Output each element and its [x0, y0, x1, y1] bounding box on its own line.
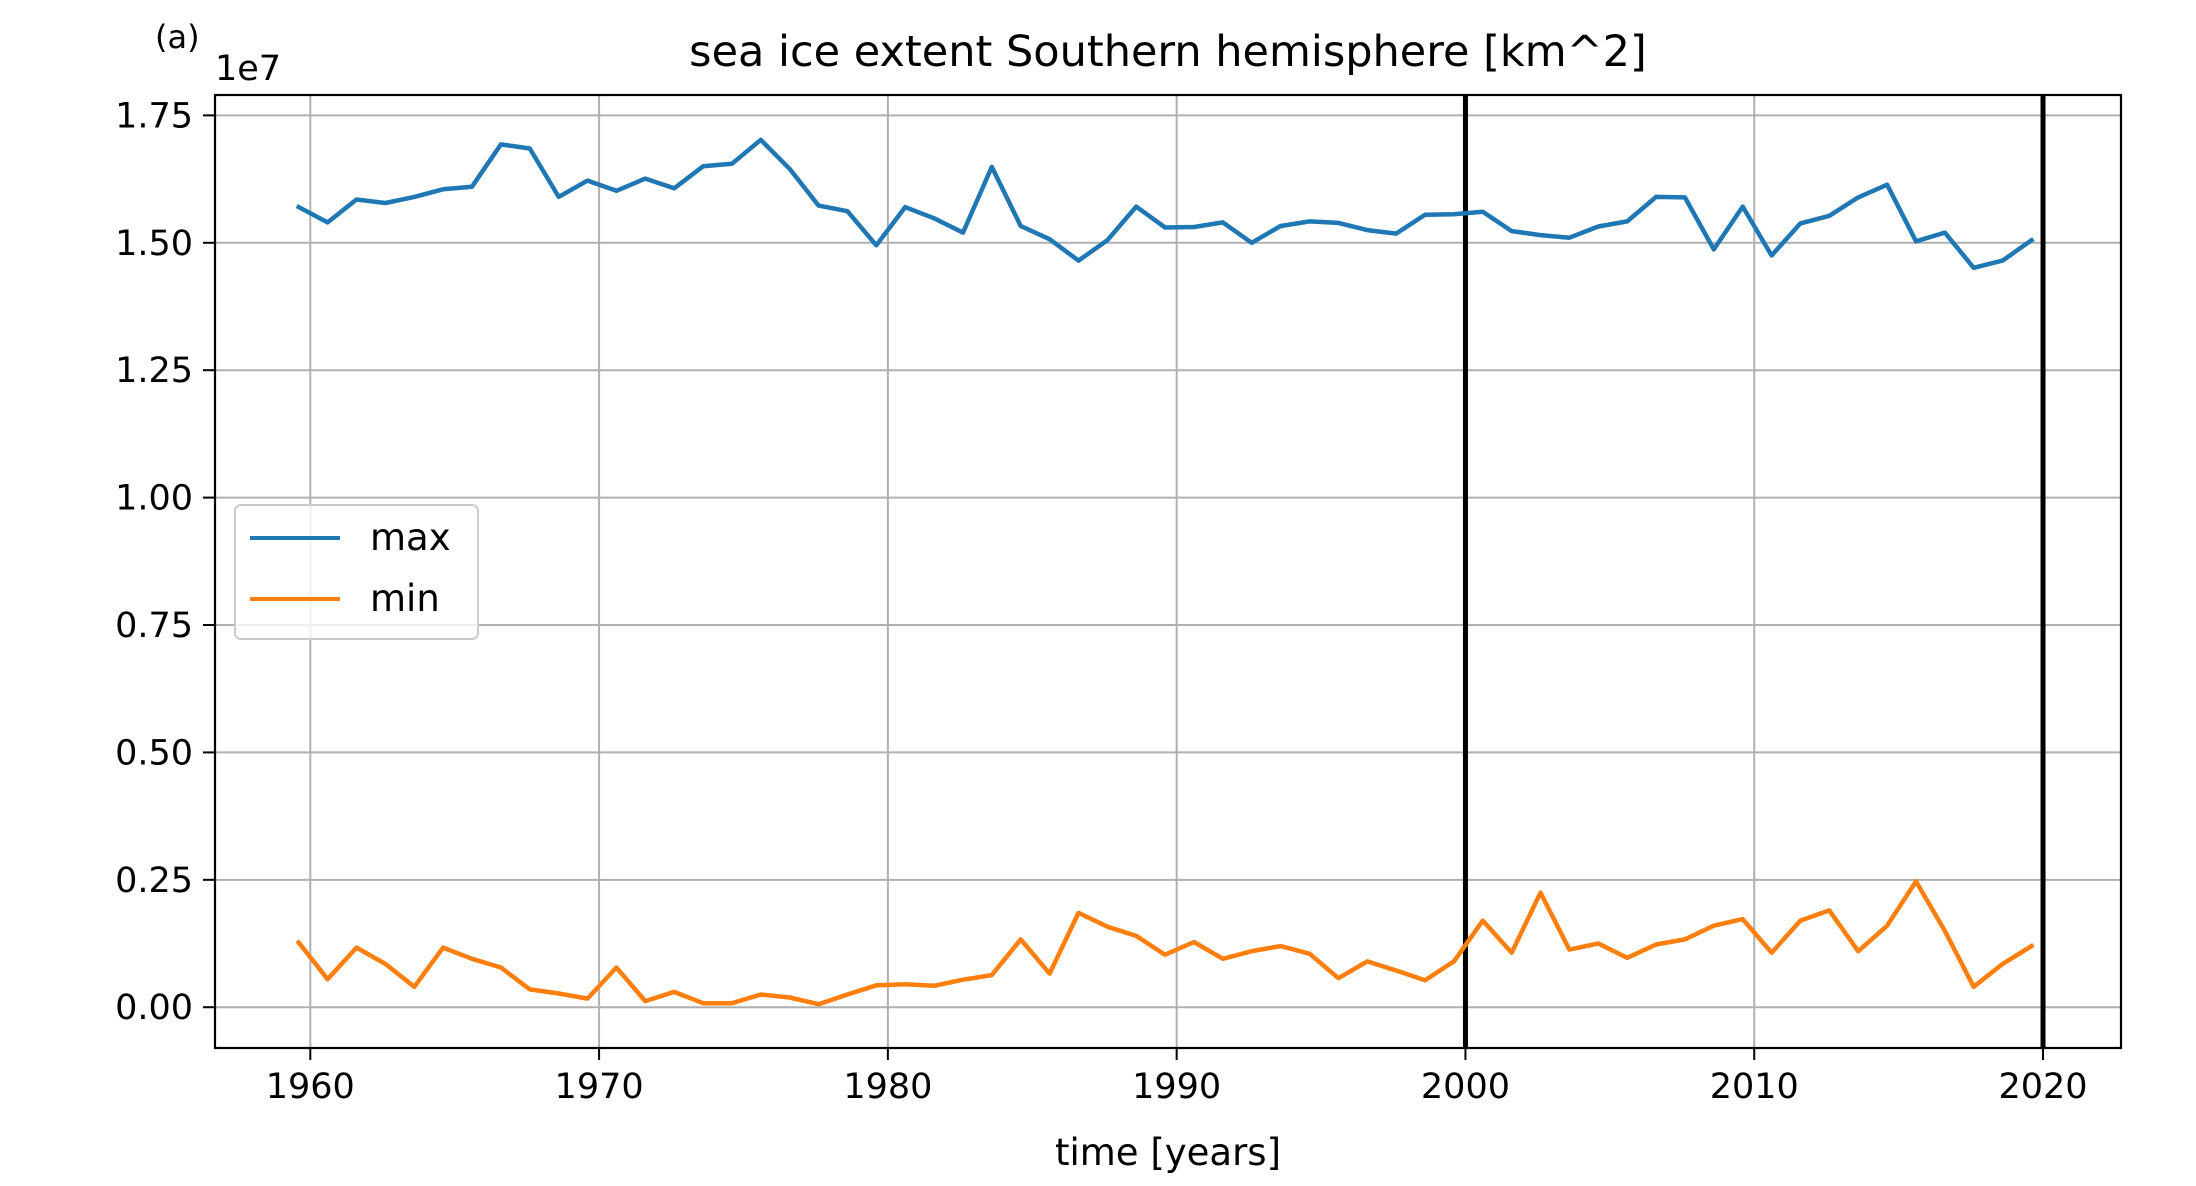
x-tick-label: 2000: [1421, 1067, 1510, 1107]
y-tick-label: 1.50: [115, 224, 193, 264]
y-tick-label: 0.75: [115, 606, 193, 646]
legend-label-max: max: [370, 516, 451, 559]
y-tick-label: 0.50: [115, 733, 193, 773]
x-tick-label: 1970: [555, 1067, 644, 1107]
y-offset-label: 1e7: [215, 49, 281, 89]
y-tick-label: 1.25: [115, 351, 193, 391]
x-axis-label: time [years]: [1055, 1131, 1281, 1174]
x-tick-label: 1990: [1132, 1067, 1221, 1107]
x-tick-label: 2020: [1998, 1067, 2087, 1107]
x-tick-label: 1960: [266, 1067, 355, 1107]
legend-label-min: min: [370, 577, 440, 620]
x-tick-label: 2010: [1710, 1067, 1799, 1107]
legend: max min: [235, 505, 478, 639]
panel-label: (a): [155, 18, 200, 56]
y-tick-label: 0.25: [115, 861, 193, 901]
chart-title: sea ice extent Southern hemisphere [km^2…: [689, 27, 1647, 77]
y-tick-label: 1.00: [115, 479, 193, 519]
y-tick-label: 0.00: [115, 988, 193, 1028]
y-tick-label: 1.75: [115, 96, 193, 136]
x-tick-label: 1980: [843, 1067, 932, 1107]
